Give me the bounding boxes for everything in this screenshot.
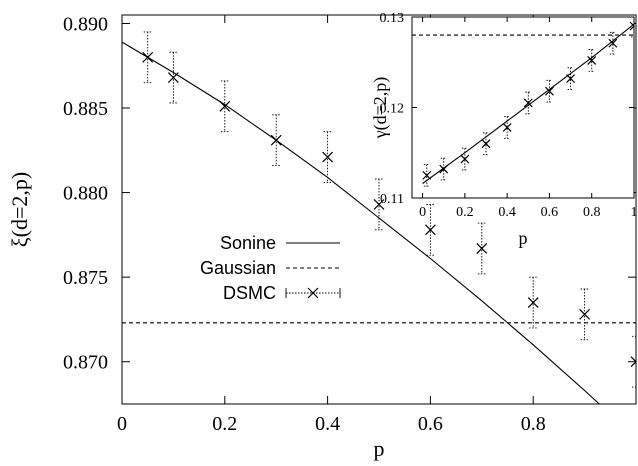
dsmc-point bbox=[142, 51, 154, 63]
dsmc-point bbox=[527, 297, 539, 308]
inset-plot: 0 0.2 0.4 0.6 0.8 1 0.11 0.12 0.13 p γ(d=2,p) bbox=[370, 11, 638, 248]
inset-y-tick-label: 0.11 bbox=[380, 192, 404, 207]
x-tick-label: 0.2 bbox=[212, 413, 237, 435]
dsmc-point bbox=[579, 308, 591, 320]
inset-x-tick-label: 0.6 bbox=[541, 205, 559, 220]
dsmc-point bbox=[630, 356, 636, 368]
inset-dsmc-point bbox=[502, 122, 512, 132]
inset-dsmc-point bbox=[545, 86, 554, 96]
legend-label: Gaussian bbox=[200, 258, 276, 278]
series-layer bbox=[122, 31, 636, 404]
legend-swatch-marker bbox=[307, 287, 319, 299]
inset-dsmc-point bbox=[608, 38, 618, 48]
y-axis-title: ξ(d=2,p) bbox=[7, 172, 32, 247]
inset-dsmc-point bbox=[460, 154, 470, 164]
inset-dsmc-point bbox=[422, 170, 432, 180]
inset-dsmc-point bbox=[587, 56, 597, 65]
y-tick-label: 0.880 bbox=[63, 183, 108, 205]
dsmc-point bbox=[373, 199, 385, 210]
y-tick-label: 0.870 bbox=[63, 352, 108, 374]
inset-x-tick-label: 0 bbox=[419, 205, 426, 220]
inset-x-tick-label: 0.8 bbox=[583, 205, 601, 220]
dsmc-point bbox=[322, 151, 334, 163]
dsmc-point bbox=[270, 134, 282, 146]
dsmc-point bbox=[167, 72, 179, 84]
inset-x-axis-title: p bbox=[519, 228, 528, 248]
inset-dsmc-point bbox=[523, 98, 533, 108]
x-tick-label: 0.6 bbox=[418, 413, 443, 435]
x-tick-label: 0.4 bbox=[315, 413, 340, 435]
inset-x-tick-label: 0.2 bbox=[456, 205, 474, 220]
legend: Sonine Gaussian DSMC bbox=[200, 233, 341, 303]
y-tick-label: 0.890 bbox=[63, 13, 108, 35]
inset-x-tick-label: 0.4 bbox=[498, 205, 516, 220]
legend-label: Sonine bbox=[220, 233, 276, 253]
x-tick-label: 0 bbox=[117, 413, 127, 435]
dsmc-point bbox=[476, 242, 488, 254]
inset-y-axis-title: γ(d=2,p) bbox=[370, 77, 391, 140]
y-tick-label: 0.885 bbox=[63, 98, 108, 120]
inset-dsmc-point bbox=[629, 21, 634, 31]
inset-y-tick-label: 0.13 bbox=[380, 11, 405, 26]
inset-dsmc-point bbox=[481, 139, 491, 149]
x-tick-label: 0.8 bbox=[521, 413, 546, 435]
legend-label: DSMC bbox=[223, 283, 276, 303]
inset-dsmc-point bbox=[566, 74, 575, 83]
inset-plot-frame bbox=[411, 16, 635, 199]
dsmc-point bbox=[219, 100, 231, 112]
y-tick-label: 0.875 bbox=[63, 267, 108, 289]
inset-dsmc-point bbox=[439, 164, 449, 174]
sonine-line bbox=[122, 41, 601, 404]
inset-series-layer bbox=[412, 17, 634, 187]
inset-y-tick-label: 0.12 bbox=[380, 102, 405, 117]
dsmc-point bbox=[424, 224, 436, 236]
inset-x-tick-label: 1 bbox=[631, 205, 638, 220]
x-axis-title: p bbox=[374, 436, 385, 461]
